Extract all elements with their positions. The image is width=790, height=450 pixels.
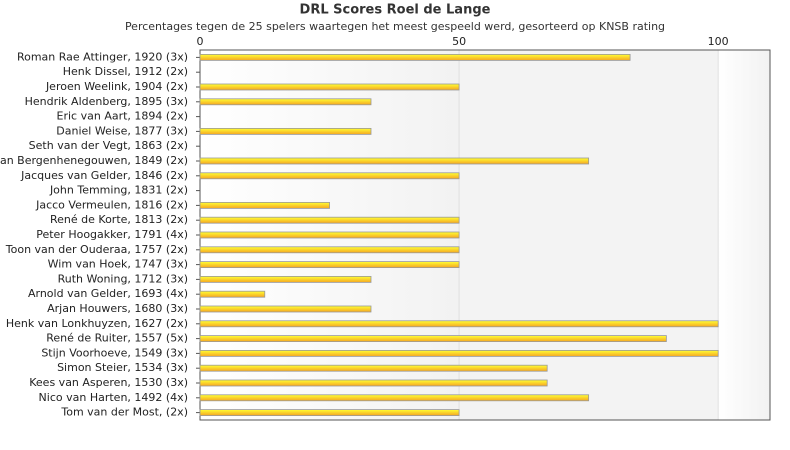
bar — [199, 335, 667, 343]
plot-band — [459, 50, 719, 420]
y-tick-label: Ruth Woning, 1712 (3x) — [58, 272, 188, 285]
bar — [199, 246, 460, 254]
y-tick-label: Simon Steier, 1534 (3x) — [57, 361, 188, 374]
y-tick-label: Stijn Voorhoeve, 1549 (3x) — [41, 346, 188, 359]
y-tick-label: Arnold van Gelder, 1693 (4x) — [28, 287, 188, 300]
bar — [199, 157, 590, 165]
bar — [199, 379, 548, 387]
bar — [199, 231, 460, 239]
y-tick-label: René de Ruiter, 1557 (5x) — [46, 332, 188, 345]
bar — [199, 394, 590, 402]
y-tick-label: Jacques van Gelder, 1846 (2x) — [20, 169, 188, 182]
bar — [199, 172, 460, 180]
y-tick-label: Nico van Harten, 1492 (4x) — [39, 391, 188, 404]
bar — [199, 83, 460, 91]
y-tick-label: Henk van Lonkhuyzen, 1627 (2x) — [6, 317, 188, 330]
y-tick-label: Toon van der Ouderaa, 1757 (2x) — [5, 243, 188, 256]
bar — [199, 216, 460, 224]
bar — [199, 290, 266, 298]
bar — [199, 54, 631, 61]
y-tick-label: Henk Dissel, 1912 (2x) — [63, 65, 188, 78]
bar — [199, 98, 372, 106]
bar — [199, 409, 460, 417]
y-tick-label: van Bergenhenegouwen, 1849 (2x) — [0, 154, 188, 167]
y-tick-label: Arjan Houwers, 1680 (3x) — [47, 302, 188, 315]
plot-band — [718, 50, 770, 420]
y-tick-label: Roman Rae Attinger, 1920 (3x) — [17, 50, 188, 63]
y-tick-label: John Temming, 1831 (2x) — [49, 184, 188, 197]
bar — [199, 320, 719, 328]
chart-subtitle: Percentages tegen de 25 spelers waartege… — [125, 20, 665, 33]
chart-title: DRL Scores Roel de Lange — [300, 3, 491, 18]
bar — [199, 261, 460, 269]
y-tick-label: Kees van Asperen, 1530 (3x) — [29, 376, 188, 389]
y-tick-label: Eric van Aart, 1894 (2x) — [57, 110, 188, 123]
y-tick-label: Tom van der Most, (2x) — [60, 406, 188, 419]
bar — [199, 349, 719, 357]
x-tick-label: 100 — [708, 35, 729, 48]
bar — [199, 201, 330, 209]
y-tick-label: Peter Hoogakker, 1791 (4x) — [36, 228, 188, 241]
y-tick-label: Daniel Weise, 1877 (3x) — [56, 124, 188, 137]
y-tick-label: Wim van Hoek, 1747 (3x) — [48, 258, 188, 271]
bar — [199, 275, 372, 283]
y-tick-label: Jeroen Weelink, 1904 (2x) — [45, 80, 188, 93]
x-tick-label: 0 — [197, 35, 204, 48]
y-tick-label: Seth van der Vegt, 1863 (2x) — [29, 139, 188, 152]
x-tick-label: 50 — [452, 35, 466, 48]
bar — [199, 364, 548, 372]
y-tick-label: Hendrik Aldenberg, 1895 (3x) — [25, 95, 188, 108]
bar — [199, 127, 372, 135]
bar — [199, 305, 372, 313]
y-tick-label: René de Korte, 1813 (2x) — [50, 213, 188, 226]
y-tick-label: Jacco Vermeulen, 1816 (2x) — [35, 198, 188, 211]
